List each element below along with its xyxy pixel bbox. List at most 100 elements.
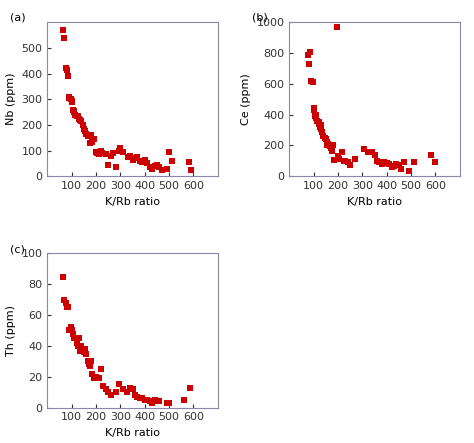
Point	[85, 133, 92, 140]
Point	[75, 334, 83, 342]
Point	[328, 142, 336, 149]
Point	[82, 130, 90, 137]
Point	[165, 400, 173, 407]
Point	[136, 157, 144, 164]
Point	[326, 143, 333, 150]
Point	[141, 156, 148, 163]
Point	[141, 396, 148, 404]
Point	[89, 138, 96, 145]
Point	[59, 26, 67, 33]
Point	[314, 117, 321, 124]
Point	[107, 152, 115, 159]
Point	[87, 358, 95, 365]
Point	[67, 96, 74, 103]
Point	[368, 149, 376, 156]
Point	[316, 124, 324, 131]
Point	[80, 125, 88, 132]
Point	[328, 148, 336, 155]
Point	[342, 157, 349, 164]
Point	[390, 163, 398, 170]
Point	[99, 150, 106, 157]
Point	[117, 144, 124, 152]
Point	[315, 119, 322, 126]
Point	[129, 385, 137, 392]
Point	[97, 365, 105, 373]
Point	[61, 34, 68, 41]
Point	[73, 339, 81, 346]
Point	[93, 150, 101, 157]
Point	[308, 77, 315, 84]
Text: (a): (a)	[10, 13, 26, 23]
Point	[78, 342, 85, 350]
Point	[187, 167, 195, 174]
Point	[107, 392, 115, 399]
Point	[319, 128, 326, 135]
Point	[65, 94, 73, 101]
Point	[376, 159, 383, 166]
Point	[148, 165, 156, 172]
Point	[148, 400, 156, 407]
Point	[410, 159, 417, 166]
Point	[392, 160, 400, 167]
Point	[102, 151, 109, 158]
Point	[86, 140, 94, 147]
Point	[163, 400, 171, 407]
Point	[75, 115, 83, 122]
Point	[131, 392, 139, 399]
Point	[70, 334, 78, 342]
Point	[331, 156, 338, 163]
Point	[336, 156, 343, 163]
Point	[309, 79, 316, 86]
Point	[306, 49, 314, 56]
Point	[102, 385, 109, 392]
Point	[323, 142, 331, 149]
Point	[151, 163, 158, 170]
Point	[95, 151, 102, 158]
Point	[138, 159, 146, 166]
Point	[395, 161, 403, 168]
Point	[70, 107, 78, 114]
Point	[82, 346, 89, 353]
Point	[312, 114, 320, 121]
Point	[129, 156, 137, 163]
Point	[310, 106, 318, 113]
Point	[323, 139, 331, 146]
Point	[432, 159, 439, 166]
Point	[69, 106, 77, 113]
Point	[322, 136, 330, 143]
Point	[311, 113, 319, 120]
Y-axis label: Ce (ppm): Ce (ppm)	[241, 74, 251, 125]
Point	[344, 159, 352, 166]
Point	[319, 133, 327, 140]
Point	[68, 327, 75, 334]
Point	[124, 154, 131, 161]
X-axis label: K/Rb ratio: K/Rb ratio	[105, 428, 160, 438]
Point	[138, 395, 146, 402]
Point	[146, 398, 154, 405]
Point	[185, 159, 192, 166]
Point	[398, 165, 405, 172]
Point	[80, 349, 88, 356]
Point	[305, 60, 313, 67]
Point	[312, 111, 320, 118]
Point	[74, 113, 82, 120]
Point	[72, 334, 79, 342]
Point	[61, 296, 68, 303]
Point	[144, 160, 151, 167]
Point	[338, 149, 346, 156]
Point	[329, 142, 337, 149]
Point	[59, 273, 67, 280]
Point	[79, 346, 86, 353]
Point	[62, 299, 70, 306]
Point	[89, 370, 96, 377]
Point	[136, 395, 144, 402]
Point	[90, 375, 98, 382]
Point	[90, 136, 98, 143]
Point	[186, 384, 193, 391]
Point	[155, 398, 163, 405]
Point	[325, 140, 332, 148]
Point	[381, 158, 388, 165]
Point	[84, 133, 91, 140]
Point	[82, 128, 89, 135]
Point	[95, 375, 102, 382]
